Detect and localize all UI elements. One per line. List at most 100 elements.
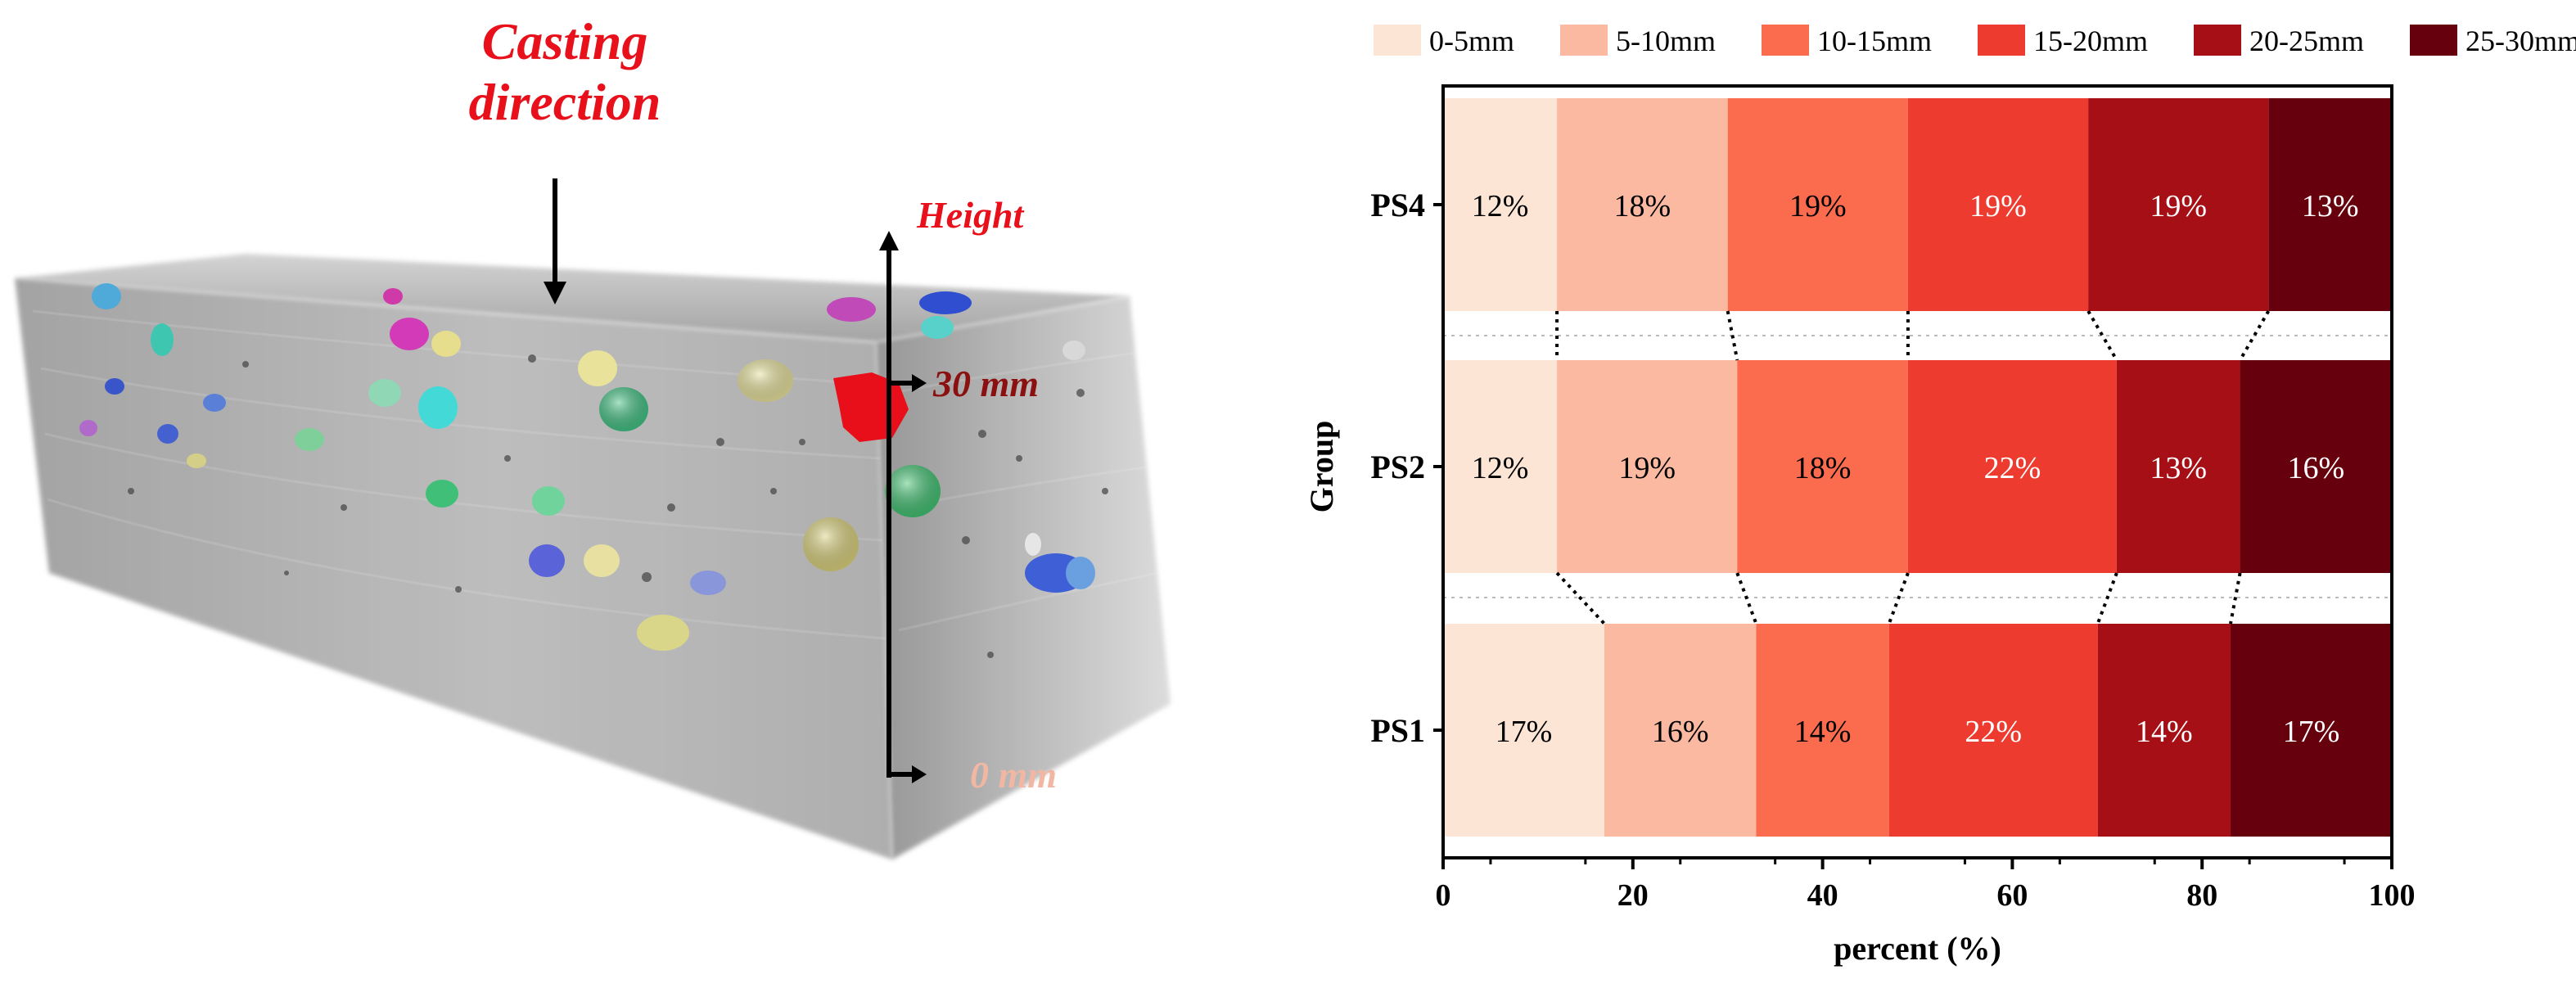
- bar-segment-ps4-5-10mm: [1557, 98, 1728, 311]
- casting-direction-arrowhead: [544, 282, 566, 305]
- bottom-height-label: 0 mm: [970, 754, 1057, 796]
- top-tick-arrowhead: [912, 374, 927, 392]
- data-label: 22%: [1984, 451, 2041, 485]
- connector-line: [1726, 310, 1739, 361]
- pore: [79, 420, 97, 436]
- pore: [532, 486, 565, 516]
- bar-segment-ps1-0-5mm: [1443, 624, 1605, 837]
- x-tick-label: 80: [2186, 878, 2217, 913]
- data-label: 19%: [1618, 451, 1676, 485]
- specimen-texture: [32, 309, 1159, 640]
- bar-segment-ps1-5-10mm: [1604, 624, 1757, 837]
- legend-label: 25-30mm: [2465, 25, 2576, 57]
- pore-shading: [599, 359, 941, 571]
- data-label: 22%: [1965, 715, 2022, 749]
- bar-segment-ps4-25-30mm: [2268, 98, 2392, 311]
- data-label: 14%: [1794, 715, 1852, 749]
- data-label: 18%: [1614, 189, 1671, 223]
- ct-specimen-panel: Casting direction Height 30 mm 0 mm: [15, 12, 1171, 859]
- connector-lines: [1443, 309, 2392, 625]
- data-label: 13%: [2150, 451, 2207, 485]
- pore: [426, 480, 458, 508]
- data-label: 19%: [2150, 189, 2207, 223]
- connector-line: [2238, 309, 2271, 362]
- casting-label-line: direction: [469, 73, 661, 131]
- plot-frame: [1441, 84, 2393, 859]
- bottom-tick-arrowhead: [912, 765, 927, 783]
- pore: [529, 544, 565, 577]
- pore: [578, 350, 617, 386]
- legend-swatch: [1762, 25, 1809, 56]
- pore: [1025, 533, 1041, 556]
- legend-label: 10-15mm: [1817, 25, 1932, 57]
- bar-segment-ps4-10-15mm: [1727, 98, 1908, 311]
- legend-swatch: [1374, 25, 1421, 56]
- data-label: 17%: [1496, 715, 1553, 749]
- x-tick-label: 60: [1996, 878, 2028, 913]
- x-tick-label: 0: [1436, 878, 1451, 913]
- pore: [390, 318, 429, 350]
- bar-segment-ps2-20-25mm: [2116, 360, 2240, 573]
- legend-label: 15-20mm: [2033, 25, 2148, 57]
- bar-segment-ps2-10-15mm: [1737, 360, 1908, 573]
- pore: [203, 394, 226, 412]
- bar-segment-ps1-10-15mm: [1756, 624, 1889, 837]
- legend-label: 0-5mm: [1429, 25, 1514, 57]
- x-tick-label: 20: [1617, 878, 1649, 913]
- bar-segment-ps4-20-25mm: [2088, 98, 2269, 311]
- connector-line: [1735, 572, 1758, 625]
- pore: [368, 379, 401, 407]
- legend-label: 20-25mm: [2249, 25, 2364, 57]
- bar-segment-ps4-0-5mm: [1443, 98, 1558, 311]
- specimen-right-face: [876, 296, 1171, 859]
- data-labels-layer: 12% 18% 19% 19% 19% 13% 12% 19% 18% 22% 13% 16% 17% 1…: [1472, 189, 2359, 749]
- data-label: 16%: [1652, 715, 1709, 749]
- pore: [431, 331, 461, 357]
- top-height-label: 30 mm: [932, 363, 1039, 404]
- pore: [637, 615, 689, 651]
- pore: [919, 291, 972, 314]
- pore: [295, 428, 324, 451]
- connector-line: [1555, 571, 1606, 625]
- casting-label-line: Casting: [482, 12, 648, 70]
- bar-segment-ps2-15-20mm: [1907, 360, 2117, 573]
- legend-swatch: [2410, 25, 2457, 56]
- y-tick-label: PS4: [1370, 187, 1425, 223]
- pore: [105, 378, 124, 395]
- pore: [1066, 557, 1095, 589]
- data-label: 16%: [2287, 451, 2344, 485]
- bar-segment-ps1-20-25mm: [2097, 624, 2231, 837]
- y-tick-label: PS1: [1370, 712, 1425, 749]
- data-label: 17%: [2283, 715, 2340, 749]
- height-axis-arrowhead: [879, 231, 899, 250]
- x-axis: 0 20 40 60 80 100: [1436, 858, 2416, 913]
- pore: [187, 453, 206, 468]
- bar-segment-ps2-5-10mm: [1557, 360, 1738, 573]
- data-label: 14%: [2136, 715, 2193, 749]
- pore: [690, 571, 726, 595]
- pore: [827, 297, 876, 322]
- data-label: 12%: [1472, 451, 1529, 485]
- y-axis-title: Group: [1303, 421, 1340, 513]
- bar-segment-ps1-15-20mm: [1888, 624, 2098, 837]
- x-axis-title: percent (%): [1834, 930, 2001, 967]
- pore: [584, 544, 620, 577]
- bar-segment-ps1-25-30mm: [2230, 624, 2392, 837]
- specimen-front-face: [15, 278, 892, 859]
- connector-line: [1887, 572, 1910, 625]
- pore: [921, 316, 954, 339]
- casting-direction-label: Casting direction: [469, 12, 661, 131]
- legend-swatch: [2194, 25, 2241, 56]
- pore: [92, 283, 121, 309]
- pore: [383, 288, 403, 305]
- bar-segment-ps2-0-5mm: [1443, 360, 1558, 573]
- pore: [151, 323, 174, 356]
- legend: 0-5mm 5-10mm 10-15mm 15-20mm 20-25mm 25-30mm: [1374, 25, 2576, 57]
- legend-label: 5-10mm: [1616, 25, 1716, 57]
- connector-line: [2087, 309, 2118, 362]
- bars-layer: [1443, 98, 2392, 837]
- connector-line: [2096, 572, 2118, 625]
- bar-segment-ps2-25-30mm: [2240, 360, 2392, 573]
- data-label: 19%: [1969, 189, 2027, 223]
